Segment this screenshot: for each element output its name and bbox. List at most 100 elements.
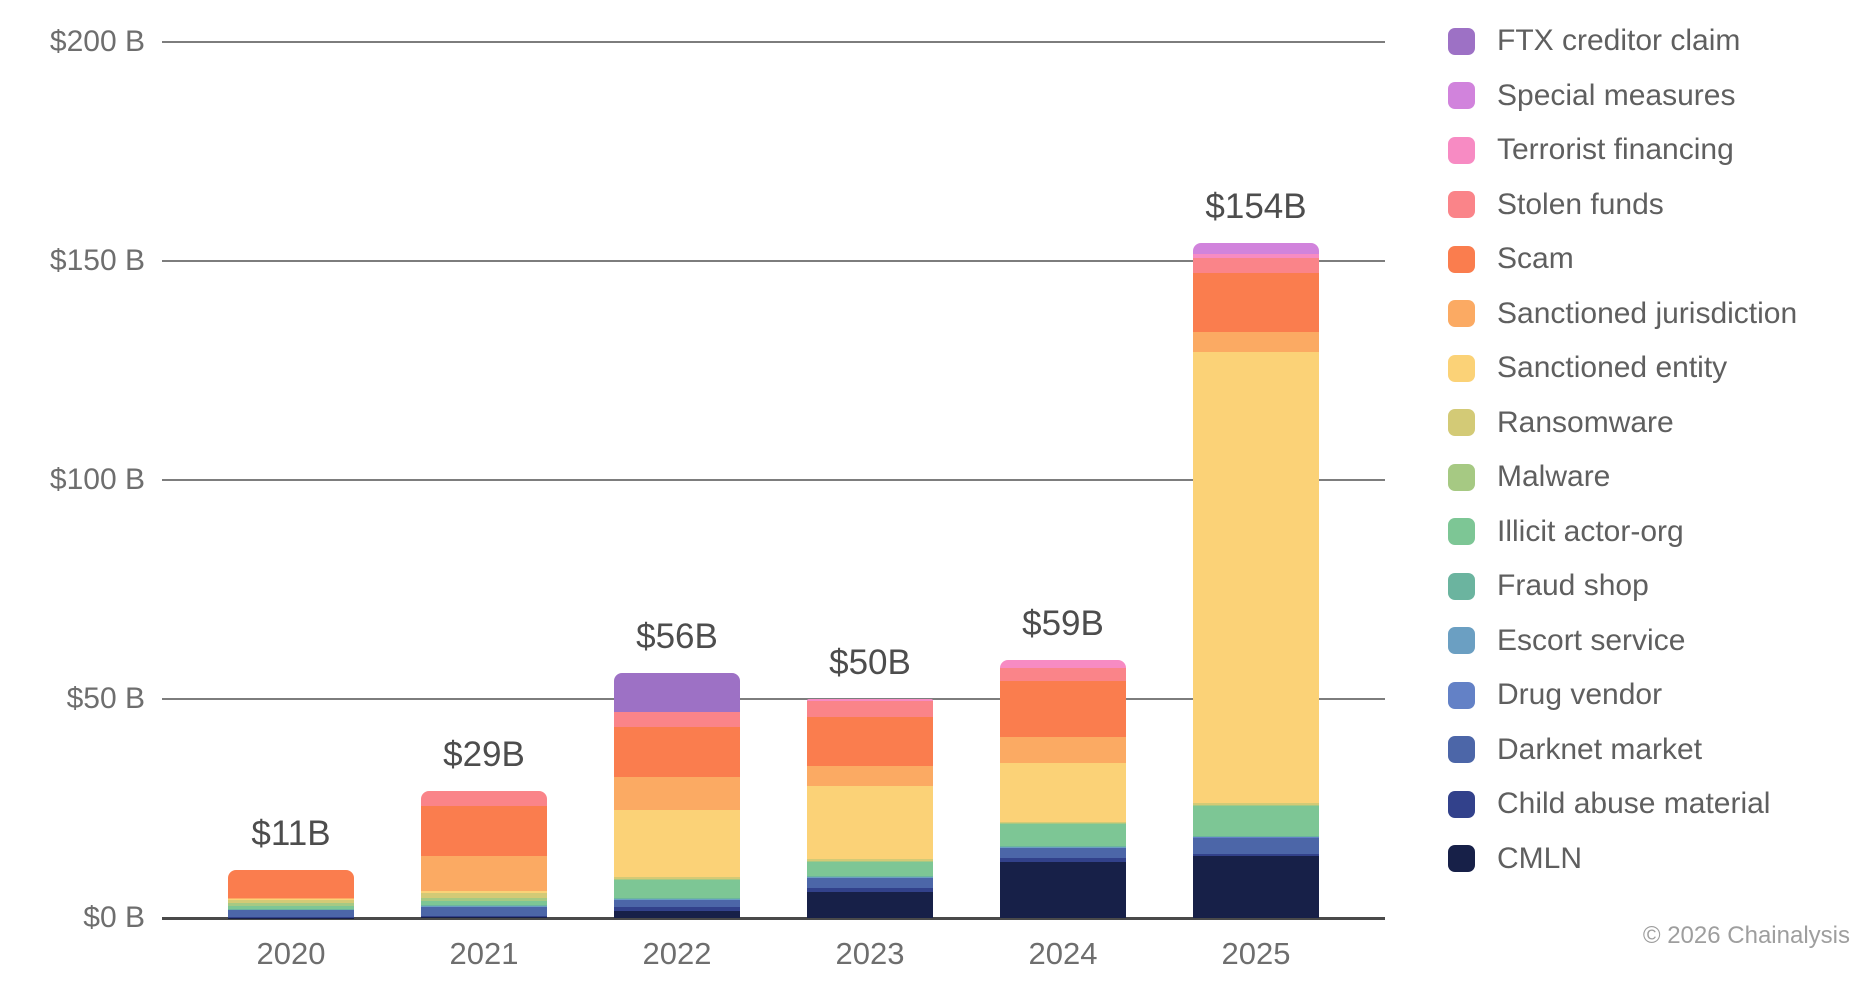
bar-segment-darknet-market-2025[interactable] <box>1193 837 1319 855</box>
bar-segment-illicit-actor-org-2020[interactable] <box>228 905 354 909</box>
bar-segment-ransomware-2024[interactable] <box>1000 822 1126 824</box>
bar-segment-drug-vendor-2021[interactable] <box>421 905 547 907</box>
y-axis-tick-label: $200 B <box>49 25 145 58</box>
bar-segment-sanctioned-entity-2023[interactable] <box>807 785 933 860</box>
legend-item-child-abuse-material[interactable]: Child abuse material <box>1448 777 1797 832</box>
bar-segment-stolen-funds-2022[interactable] <box>614 711 740 727</box>
bar-segment-ransomware-2025[interactable] <box>1193 803 1319 805</box>
legend-item-drug-vendor[interactable]: Drug vendor <box>1448 668 1797 723</box>
bar-segment-fraud-shop-2025[interactable] <box>1193 835 1319 837</box>
bar-segment-sanctioned-jurisdiction-2024[interactable] <box>1000 736 1126 764</box>
bar-segment-ftx-creditor-claim-2022[interactable] <box>614 672 740 712</box>
bar-segment-terrorist-financing-2025[interactable] <box>1193 253 1319 259</box>
legend-swatch-icon <box>1448 845 1475 873</box>
bar-segment-cmln-2025[interactable] <box>1193 855 1319 918</box>
bar-segment-drug-vendor-2023[interactable] <box>807 876 933 878</box>
bar-segment-cmln-2023[interactable] <box>807 891 933 918</box>
bar-segment-malware-2023[interactable] <box>807 860 933 862</box>
bar-segment-sanctioned-jurisdiction-2025[interactable] <box>1193 331 1319 353</box>
bar-segment-darknet-market-2023[interactable] <box>807 877 933 889</box>
bar-segment-illicit-actor-org-2024[interactable] <box>1000 824 1126 847</box>
bar-segment-scam-2025[interactable] <box>1193 273 1319 332</box>
legend-item-ftx-creditor-claim[interactable]: FTX creditor claim <box>1448 14 1797 69</box>
bar-segment-malware-2020[interactable] <box>228 903 354 906</box>
bar-segment-ransomware-2020[interactable] <box>228 899 354 904</box>
bar-segment-child-abuse-material-2023[interactable] <box>807 888 933 892</box>
legend-item-terrorist-financing[interactable]: Terrorist financing <box>1448 123 1797 178</box>
bar-segment-fraud-shop-2021[interactable] <box>421 904 547 906</box>
bar-segment-scam-2020[interactable] <box>228 869 354 899</box>
bar-segment-stolen-funds-2025[interactable] <box>1193 258 1319 274</box>
bar-segment-illicit-actor-org-2022[interactable] <box>614 879 740 899</box>
bar-segment-stolen-funds-2021[interactable] <box>421 790 547 807</box>
bar-segment-drug-vendor-2025[interactable] <box>1193 836 1319 838</box>
bar-segment-drug-vendor-2020[interactable] <box>228 909 354 911</box>
legend-item-scam[interactable]: Scam <box>1448 232 1797 287</box>
bar-segment-illicit-actor-org-2025[interactable] <box>1193 805 1319 836</box>
legend-item-stolen-funds[interactable]: Stolen funds <box>1448 178 1797 233</box>
bar-segment-drug-vendor-2024[interactable] <box>1000 847 1126 848</box>
bar-segment-ransomware-2022[interactable] <box>614 877 740 879</box>
gridline-150b <box>162 260 1385 262</box>
bar-segment-fraud-shop-2023[interactable] <box>807 875 933 877</box>
bar-segment-scam-2024[interactable] <box>1000 681 1126 737</box>
legend-item-fraud-shop[interactable]: Fraud shop <box>1448 559 1797 614</box>
legend-item-sanctioned-jurisdiction[interactable]: Sanctioned jurisdiction <box>1448 287 1797 342</box>
bar-segment-cmln-2021[interactable] <box>421 917 547 918</box>
bar-segment-illicit-actor-org-2023[interactable] <box>807 861 933 876</box>
bar-segment-child-abuse-material-2024[interactable] <box>1000 857 1126 862</box>
x-axis-tick-label-2022: 2022 <box>642 936 712 971</box>
bar-segment-fraud-shop-2022[interactable] <box>614 898 740 899</box>
bar-segment-darknet-market-2022[interactable] <box>614 900 740 908</box>
bar-segment-ransomware-2021[interactable] <box>421 892 547 898</box>
bar-segment-malware-2024[interactable] <box>1000 823 1126 825</box>
bar-segment-terrorist-financing-2024[interactable] <box>1000 659 1126 668</box>
bar-segment-illicit-actor-org-2021[interactable] <box>421 901 547 905</box>
bar-segment-malware-2025[interactable] <box>1193 804 1319 806</box>
bar-segment-child-abuse-material-2022[interactable] <box>614 907 740 911</box>
bar-segment-sanctioned-entity-2022[interactable] <box>614 809 740 878</box>
bar-segment-scam-2022[interactable] <box>614 726 740 777</box>
bar-segment-darknet-market-2021[interactable] <box>421 906 547 917</box>
bar-segment-scam-2023[interactable] <box>807 716 933 766</box>
bar-segment-child-abuse-material-2021[interactable] <box>421 916 547 918</box>
bar-segment-darknet-market-2020[interactable] <box>228 910 354 918</box>
bar-total-label-2021: $29B <box>443 734 525 774</box>
bar-segment-sanctioned-entity-2024[interactable] <box>1000 763 1126 823</box>
legend-item-escort-service[interactable]: Escort service <box>1448 614 1797 669</box>
legend-item-illicit-actor-org[interactable]: Illicit actor-org <box>1448 505 1797 560</box>
bar-segment-malware-2022[interactable] <box>614 878 740 880</box>
bar-segment-sanctioned-entity-2021[interactable] <box>421 891 547 893</box>
bar-segment-sanctioned-jurisdiction-2021[interactable] <box>421 856 547 892</box>
legend-item-sanctioned-entity[interactable]: Sanctioned entity <box>1448 341 1797 396</box>
legend-swatch-icon <box>1448 518 1475 546</box>
legend-label: Scam <box>1497 242 1574 276</box>
legend-item-ransomware[interactable]: Ransomware <box>1448 396 1797 451</box>
bar-segment-drug-vendor-2022[interactable] <box>614 899 740 901</box>
legend-swatch-icon <box>1448 572 1475 600</box>
legend-label: Drug vendor <box>1497 678 1663 712</box>
legend-label: CMLN <box>1497 841 1583 875</box>
legend-swatch-icon <box>1448 627 1475 655</box>
bar-segment-scam-2021[interactable] <box>421 806 547 857</box>
bar-segment-cmln-2024[interactable] <box>1000 861 1126 918</box>
bar-segment-sanctioned-jurisdiction-2023[interactable] <box>807 765 933 786</box>
bar-segment-sanctioned-entity-2025[interactable] <box>1193 352 1319 804</box>
legend-item-darknet-market[interactable]: Darknet market <box>1448 723 1797 778</box>
bar-segment-stolen-funds-2023[interactable] <box>807 700 933 717</box>
bar-segment-terrorist-financing-2023[interactable] <box>807 699 933 701</box>
bar-segment-child-abuse-material-2025[interactable] <box>1193 854 1319 856</box>
bar-segment-sanctioned-jurisdiction-2022[interactable] <box>614 776 740 810</box>
bar-segment-cmln-2022[interactable] <box>614 910 740 918</box>
bar-segment-ransomware-2023[interactable] <box>807 859 933 861</box>
bar-segment-special-measures-2025[interactable] <box>1193 243 1319 254</box>
bar-segment-malware-2021[interactable] <box>421 897 547 902</box>
bar-segment-darknet-market-2024[interactable] <box>1000 847 1126 858</box>
legend-item-cmln[interactable]: CMLN <box>1448 832 1797 887</box>
legend-label: Illicit actor-org <box>1497 514 1684 548</box>
bar-segment-stolen-funds-2024[interactable] <box>1000 667 1126 682</box>
legend: FTX creditor claim Special measures Terror… <box>1448 14 1797 886</box>
legend-item-malware[interactable]: Malware <box>1448 450 1797 505</box>
legend-item-special-measures[interactable]: Special measures <box>1448 69 1797 124</box>
bar-segment-fraud-shop-2024[interactable] <box>1000 846 1126 847</box>
